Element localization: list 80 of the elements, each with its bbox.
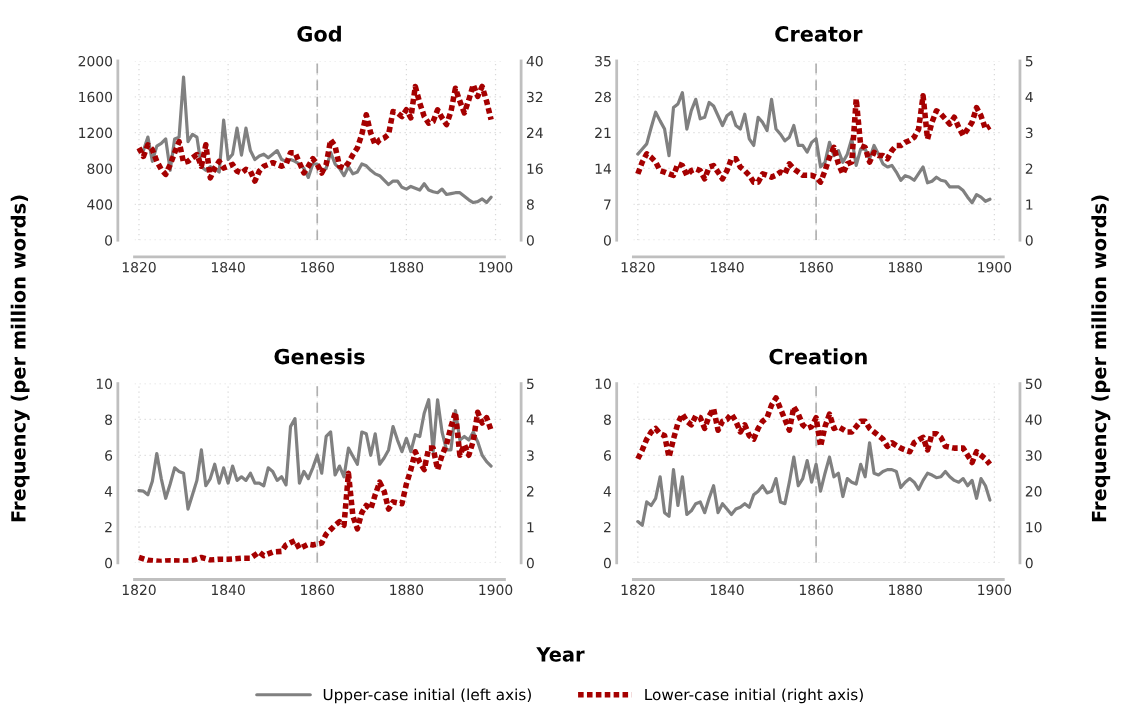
y2-tick-label: 3 <box>1025 127 1033 139</box>
y2-tick-label: 3 <box>527 450 534 461</box>
y-tick-label: 800 <box>87 163 113 174</box>
chart-title: Genesis <box>274 348 365 365</box>
y2-tick-label: 2 <box>1025 163 1033 174</box>
y-tick-label: 8 <box>603 414 611 425</box>
y2-tick-label: 0 <box>526 235 534 246</box>
chart-title: Creator <box>775 26 863 42</box>
chart-title: Creation <box>769 348 867 365</box>
y2-tick-label: 5 <box>1025 56 1033 67</box>
x-tick-label: 1880 <box>889 584 922 596</box>
legend-label: Lower-case initial (right axis) <box>645 688 863 704</box>
y-tick-label: 6 <box>105 450 113 461</box>
y-tick-label: 8 <box>105 414 113 425</box>
y-tick-label: 400 <box>87 199 113 210</box>
x-tick-label: 1900 <box>479 584 513 596</box>
y-tick-label: 1200 <box>79 127 113 139</box>
y-tick-label: 7 <box>604 199 611 210</box>
x-tick-label: 1840 <box>710 584 744 596</box>
y-tick-label: 35 <box>595 55 611 67</box>
y-tick-label: 4 <box>104 486 113 497</box>
x-tick-label: 1860 <box>799 261 833 273</box>
y2-tick-label: 2 <box>527 486 534 497</box>
y2-tick-label: 32 <box>527 91 543 103</box>
y2-tick-label: 20 <box>1025 486 1042 497</box>
line-series <box>636 441 992 527</box>
y2-tick-label: 16 <box>527 163 543 174</box>
y-tick-label: 4 <box>603 486 612 497</box>
y-tick-label: 2000 <box>78 55 113 67</box>
y2-tick-label: 4 <box>526 414 535 425</box>
line-series <box>636 91 992 205</box>
y-tick-label: 0 <box>105 235 113 246</box>
y2-tick-label: 5 <box>527 378 534 390</box>
y-tick-label: 1600 <box>79 91 113 103</box>
x-tick-label: 1860 <box>301 584 335 596</box>
x-tick-label: 1860 <box>301 261 335 273</box>
x-tick-label: 1900 <box>978 261 1012 273</box>
x-tick-label: 1840 <box>211 584 245 596</box>
y-tick-label: 6 <box>603 450 611 461</box>
y2-tick-label: 10 <box>1026 521 1042 533</box>
y2-tick-label: 0 <box>526 557 534 569</box>
y2-tick-label: 40 <box>1025 414 1042 425</box>
y-tick-label: 0 <box>603 557 611 569</box>
y2-tick-label: 30 <box>1025 450 1042 461</box>
y-tick-label: 0 <box>105 557 113 569</box>
y2-tick-label: 8 <box>526 199 534 210</box>
x-tick-label: 1880 <box>390 261 424 273</box>
y-tick-label: 21 <box>595 127 611 138</box>
x-axis-title: Year <box>536 647 585 662</box>
x-tick-label: 1820 <box>122 261 156 273</box>
x-tick-label: 1860 <box>799 584 833 596</box>
y2-tick-label: 24 <box>527 127 543 138</box>
x-tick-label: 1820 <box>122 584 156 596</box>
y2-tick-label: 4 <box>1025 91 1033 103</box>
line-series <box>137 398 493 511</box>
y2-tick-label: 1 <box>527 522 534 533</box>
chart-title: God <box>297 25 341 42</box>
y2-tick-label: 0 <box>1025 235 1033 246</box>
x-tick-label: 1820 <box>621 261 655 273</box>
y-tick-label: 10 <box>595 378 611 390</box>
x-tick-label: 1900 <box>479 261 513 273</box>
y-tick-label: 0 <box>603 235 611 246</box>
y-tick-label: 28 <box>595 91 611 103</box>
x-tick-label: 1840 <box>710 261 744 273</box>
y-tick-label: 2 <box>604 521 611 533</box>
y-tick-label: 2 <box>105 521 112 533</box>
legend-label: Upper-case initial (left axis) <box>323 688 531 704</box>
y-tick-label: 14 <box>595 163 612 174</box>
x-tick-label: 1840 <box>211 261 245 273</box>
x-tick-label: 1880 <box>390 584 424 596</box>
y-tick-label: 10 <box>96 378 113 390</box>
y2-axis-title: Frequency (per million words) <box>1091 195 1111 522</box>
x-tick-label: 1900 <box>978 584 1012 596</box>
x-tick-label: 1880 <box>889 261 922 273</box>
y2-tick-label: 50 <box>1025 378 1042 390</box>
x-tick-label: 1820 <box>621 584 655 596</box>
y2-tick-label: 40 <box>526 55 543 67</box>
y-axis-title: Frequency (per million words) <box>10 195 30 522</box>
y2-tick-label: 1 <box>1026 199 1033 210</box>
y2-tick-label: 0 <box>1025 557 1033 569</box>
